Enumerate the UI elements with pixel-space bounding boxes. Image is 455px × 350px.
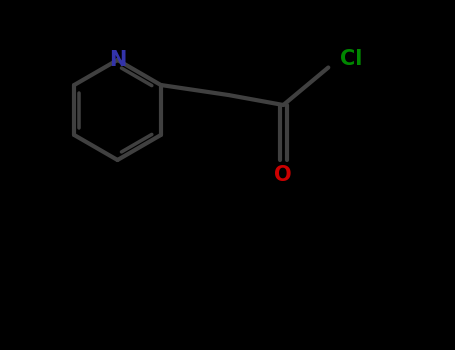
Text: Cl: Cl — [339, 49, 362, 69]
Text: O: O — [274, 165, 292, 185]
Text: N: N — [109, 50, 126, 70]
